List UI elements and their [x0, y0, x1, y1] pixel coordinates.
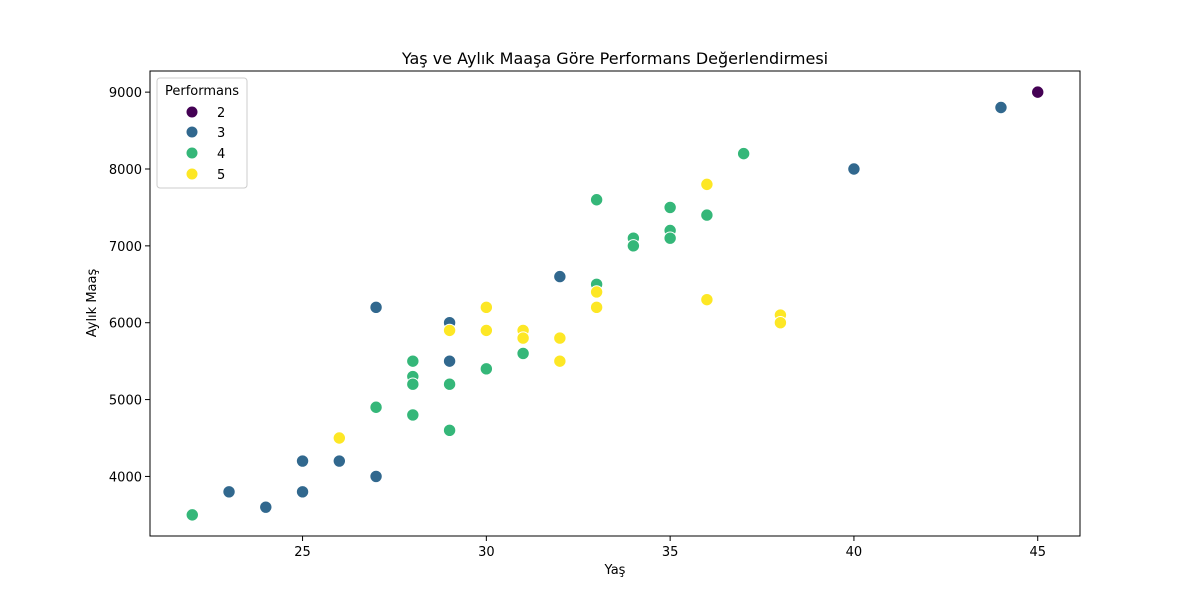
x-tick-label: 45 [1029, 545, 1046, 560]
legend-label: 5 [217, 168, 225, 183]
scatter-point-perf-3 [222, 485, 236, 499]
scatter-point-perf-5 [516, 331, 530, 345]
scatter-point-perf-4 [442, 377, 457, 391]
scatter-point-perf-4 [442, 423, 457, 438]
scatter-point-perf-5 [700, 292, 714, 307]
x-axis-label: Yaş [604, 563, 626, 578]
plot-background [150, 71, 1080, 536]
scatter-point-perf-3 [332, 454, 347, 468]
legend-label: 3 [217, 126, 225, 141]
legend-marker [185, 105, 199, 119]
scatter-point-perf-5 [479, 300, 494, 315]
legend-title: Performans [165, 84, 239, 99]
x-tick-label: 40 [846, 545, 863, 560]
scatter-point-perf-4 [663, 231, 677, 245]
scatter-point-perf-3 [295, 454, 310, 468]
scatter-point-perf-5 [442, 323, 457, 338]
scatter-point-perf-4 [479, 362, 494, 376]
scatter-point-perf-3 [369, 469, 383, 484]
scatter-point-perf-5 [589, 285, 604, 299]
legend-entry: 5 [185, 167, 225, 183]
scatter-point-perf-5 [773, 316, 788, 330]
scatter-point-perf-5 [700, 177, 714, 192]
y-tick-label: 9000 [109, 86, 142, 101]
scatter-point-perf-5 [479, 323, 494, 338]
y-axis-label: Aylık Maaş [85, 269, 100, 338]
scatter-point-perf-2 [1031, 85, 1045, 99]
legend-marker [185, 167, 199, 181]
scatter-point-perf-4 [663, 200, 677, 215]
scatter-point-perf-4 [406, 377, 420, 391]
scatter-point-perf-5 [332, 431, 347, 445]
scatter-point-perf-4 [700, 208, 714, 222]
scatter-point-perf-4 [516, 346, 530, 361]
plot-area [150, 71, 1080, 536]
legend-box [156, 77, 248, 189]
y-tick-label: 6000 [109, 317, 142, 332]
legend: Performans 2 3 4 5 [156, 77, 248, 189]
scatter-point-perf-3 [295, 485, 310, 499]
x-tick-label: 30 [478, 545, 495, 560]
chart-title: Yaş ve Aylık Maaşa Göre Performans Değer… [401, 49, 828, 68]
x-tick-label: 35 [662, 545, 679, 560]
scatter-point-perf-3 [442, 354, 457, 368]
y-tick-label: 5000 [109, 394, 142, 409]
scatter-point-perf-5 [589, 300, 604, 315]
legend-label: 4 [217, 147, 225, 162]
scatter-point-perf-3 [994, 100, 1008, 115]
legend-marker [185, 146, 199, 160]
x-tick-label: 25 [294, 545, 311, 560]
legend-entry: 3 [185, 125, 225, 141]
scatter-point-perf-4 [626, 239, 641, 253]
scatter-point-perf-3 [847, 162, 861, 176]
scatter-point-perf-3 [369, 300, 383, 315]
scatter-point-perf-4 [406, 354, 420, 368]
scatter-point-perf-5 [553, 331, 567, 345]
y-tick-label: 8000 [109, 163, 142, 178]
scatter-point-perf-5 [553, 354, 567, 368]
legend-entry: 4 [185, 146, 225, 162]
legend-entry: 2 [185, 105, 225, 121]
scatter-point-perf-4 [185, 508, 199, 522]
legend-label: 2 [217, 106, 225, 121]
plot-frame [149, 70, 1081, 537]
scatter-point-perf-4 [406, 408, 420, 422]
y-tick-label: 4000 [109, 470, 142, 485]
scatter-point-perf-3 [259, 500, 273, 514]
y-tick-label: 7000 [109, 240, 142, 255]
scatter-point-perf-4 [736, 146, 751, 161]
scatter-point-perf-3 [553, 269, 567, 284]
scatter-point-perf-4 [589, 193, 604, 207]
scatter-point-perf-4 [369, 400, 383, 414]
legend-marker [185, 125, 199, 139]
points-layer [185, 85, 1045, 522]
